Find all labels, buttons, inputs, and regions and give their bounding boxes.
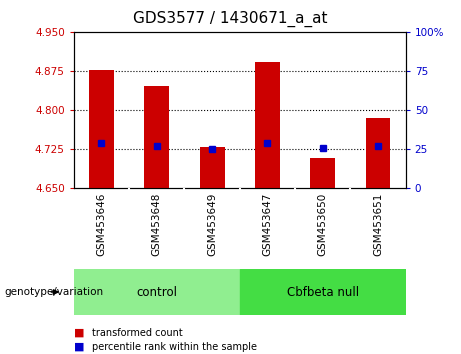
- Text: GSM453649: GSM453649: [207, 193, 217, 256]
- Text: GDS3577 / 1430671_a_at: GDS3577 / 1430671_a_at: [133, 11, 328, 27]
- Text: transformed count: transformed count: [92, 328, 183, 338]
- Bar: [255, 62, 280, 188]
- Text: GSM453647: GSM453647: [262, 193, 272, 256]
- Bar: [144, 86, 169, 188]
- Text: Cbfbeta null: Cbfbeta null: [287, 286, 359, 298]
- Text: genotype/variation: genotype/variation: [5, 287, 104, 297]
- Text: control: control: [136, 286, 177, 298]
- Text: GSM453650: GSM453650: [318, 193, 328, 256]
- Bar: [200, 147, 225, 188]
- Text: GSM453648: GSM453648: [152, 193, 162, 256]
- Bar: [310, 158, 335, 188]
- Text: GSM453651: GSM453651: [373, 193, 383, 256]
- Text: ■: ■: [74, 342, 84, 352]
- Bar: [89, 70, 114, 188]
- Bar: [240, 269, 406, 315]
- Text: GSM453646: GSM453646: [96, 193, 106, 256]
- Bar: [74, 269, 240, 315]
- Bar: [366, 118, 390, 188]
- Text: percentile rank within the sample: percentile rank within the sample: [92, 342, 257, 352]
- Text: ■: ■: [74, 328, 84, 338]
